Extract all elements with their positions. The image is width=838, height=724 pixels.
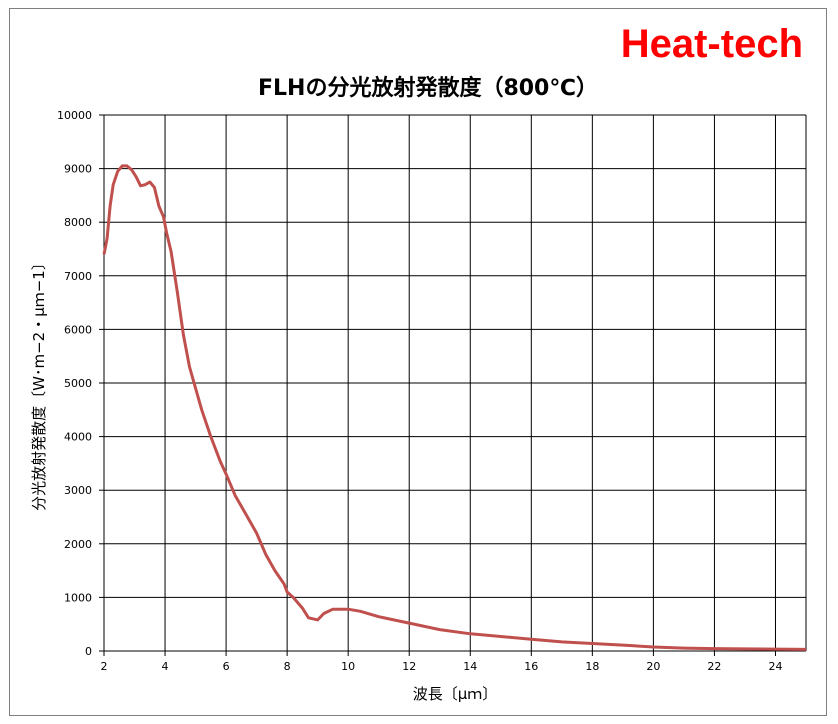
x-tick-label: 6 <box>223 660 230 673</box>
y-tick-label: 3000 <box>64 484 92 497</box>
y-tick-label: 0 <box>85 645 92 658</box>
x-tick-label: 10 <box>341 660 355 673</box>
y-tick-label: 8000 <box>64 216 92 229</box>
chart-frame <box>9 8 827 716</box>
y-axis-ticks: 0 1000 2000 3000 4000 5000 6000 7000 8000 9000 100… <box>57 109 104 658</box>
x-tick-label: 4 <box>162 660 169 673</box>
y-tick-label: 10000 <box>57 109 92 122</box>
x-tick-label: 2 <box>101 660 108 673</box>
chart-title: FLHの分光放射発散度（800℃） <box>258 75 598 101</box>
x-tick-label: 16 <box>524 660 538 673</box>
y-axis-label: 分光放射発散度〔W･m−2・μｍ−1〕 <box>30 255 48 511</box>
y-tick-label: 4000 <box>64 431 92 444</box>
x-axis-label: 波長〔μｍ〕 <box>413 685 498 703</box>
x-tick-label: 22 <box>707 660 721 673</box>
x-tick-label: 24 <box>768 660 782 673</box>
brand-logo-text: Heat-tech <box>621 22 803 66</box>
x-tick-label: 20 <box>646 660 660 673</box>
x-axis-ticks: 2 4 6 8 10 12 14 16 18 20 22 24 <box>101 651 782 673</box>
x-tick-label: 12 <box>402 660 416 673</box>
y-tick-label: 6000 <box>64 323 92 336</box>
y-tick-label: 2000 <box>64 538 92 551</box>
y-tick-label: 1000 <box>64 591 92 604</box>
y-tick-label: 7000 <box>64 270 92 283</box>
x-tick-label: 14 <box>463 660 477 673</box>
grid <box>103 114 807 652</box>
y-tick-label: 5000 <box>64 377 92 390</box>
x-tick-label: 18 <box>585 660 599 673</box>
series-line <box>102 164 807 651</box>
x-tick-label: 8 <box>284 660 291 673</box>
y-tick-label: 9000 <box>64 163 92 176</box>
